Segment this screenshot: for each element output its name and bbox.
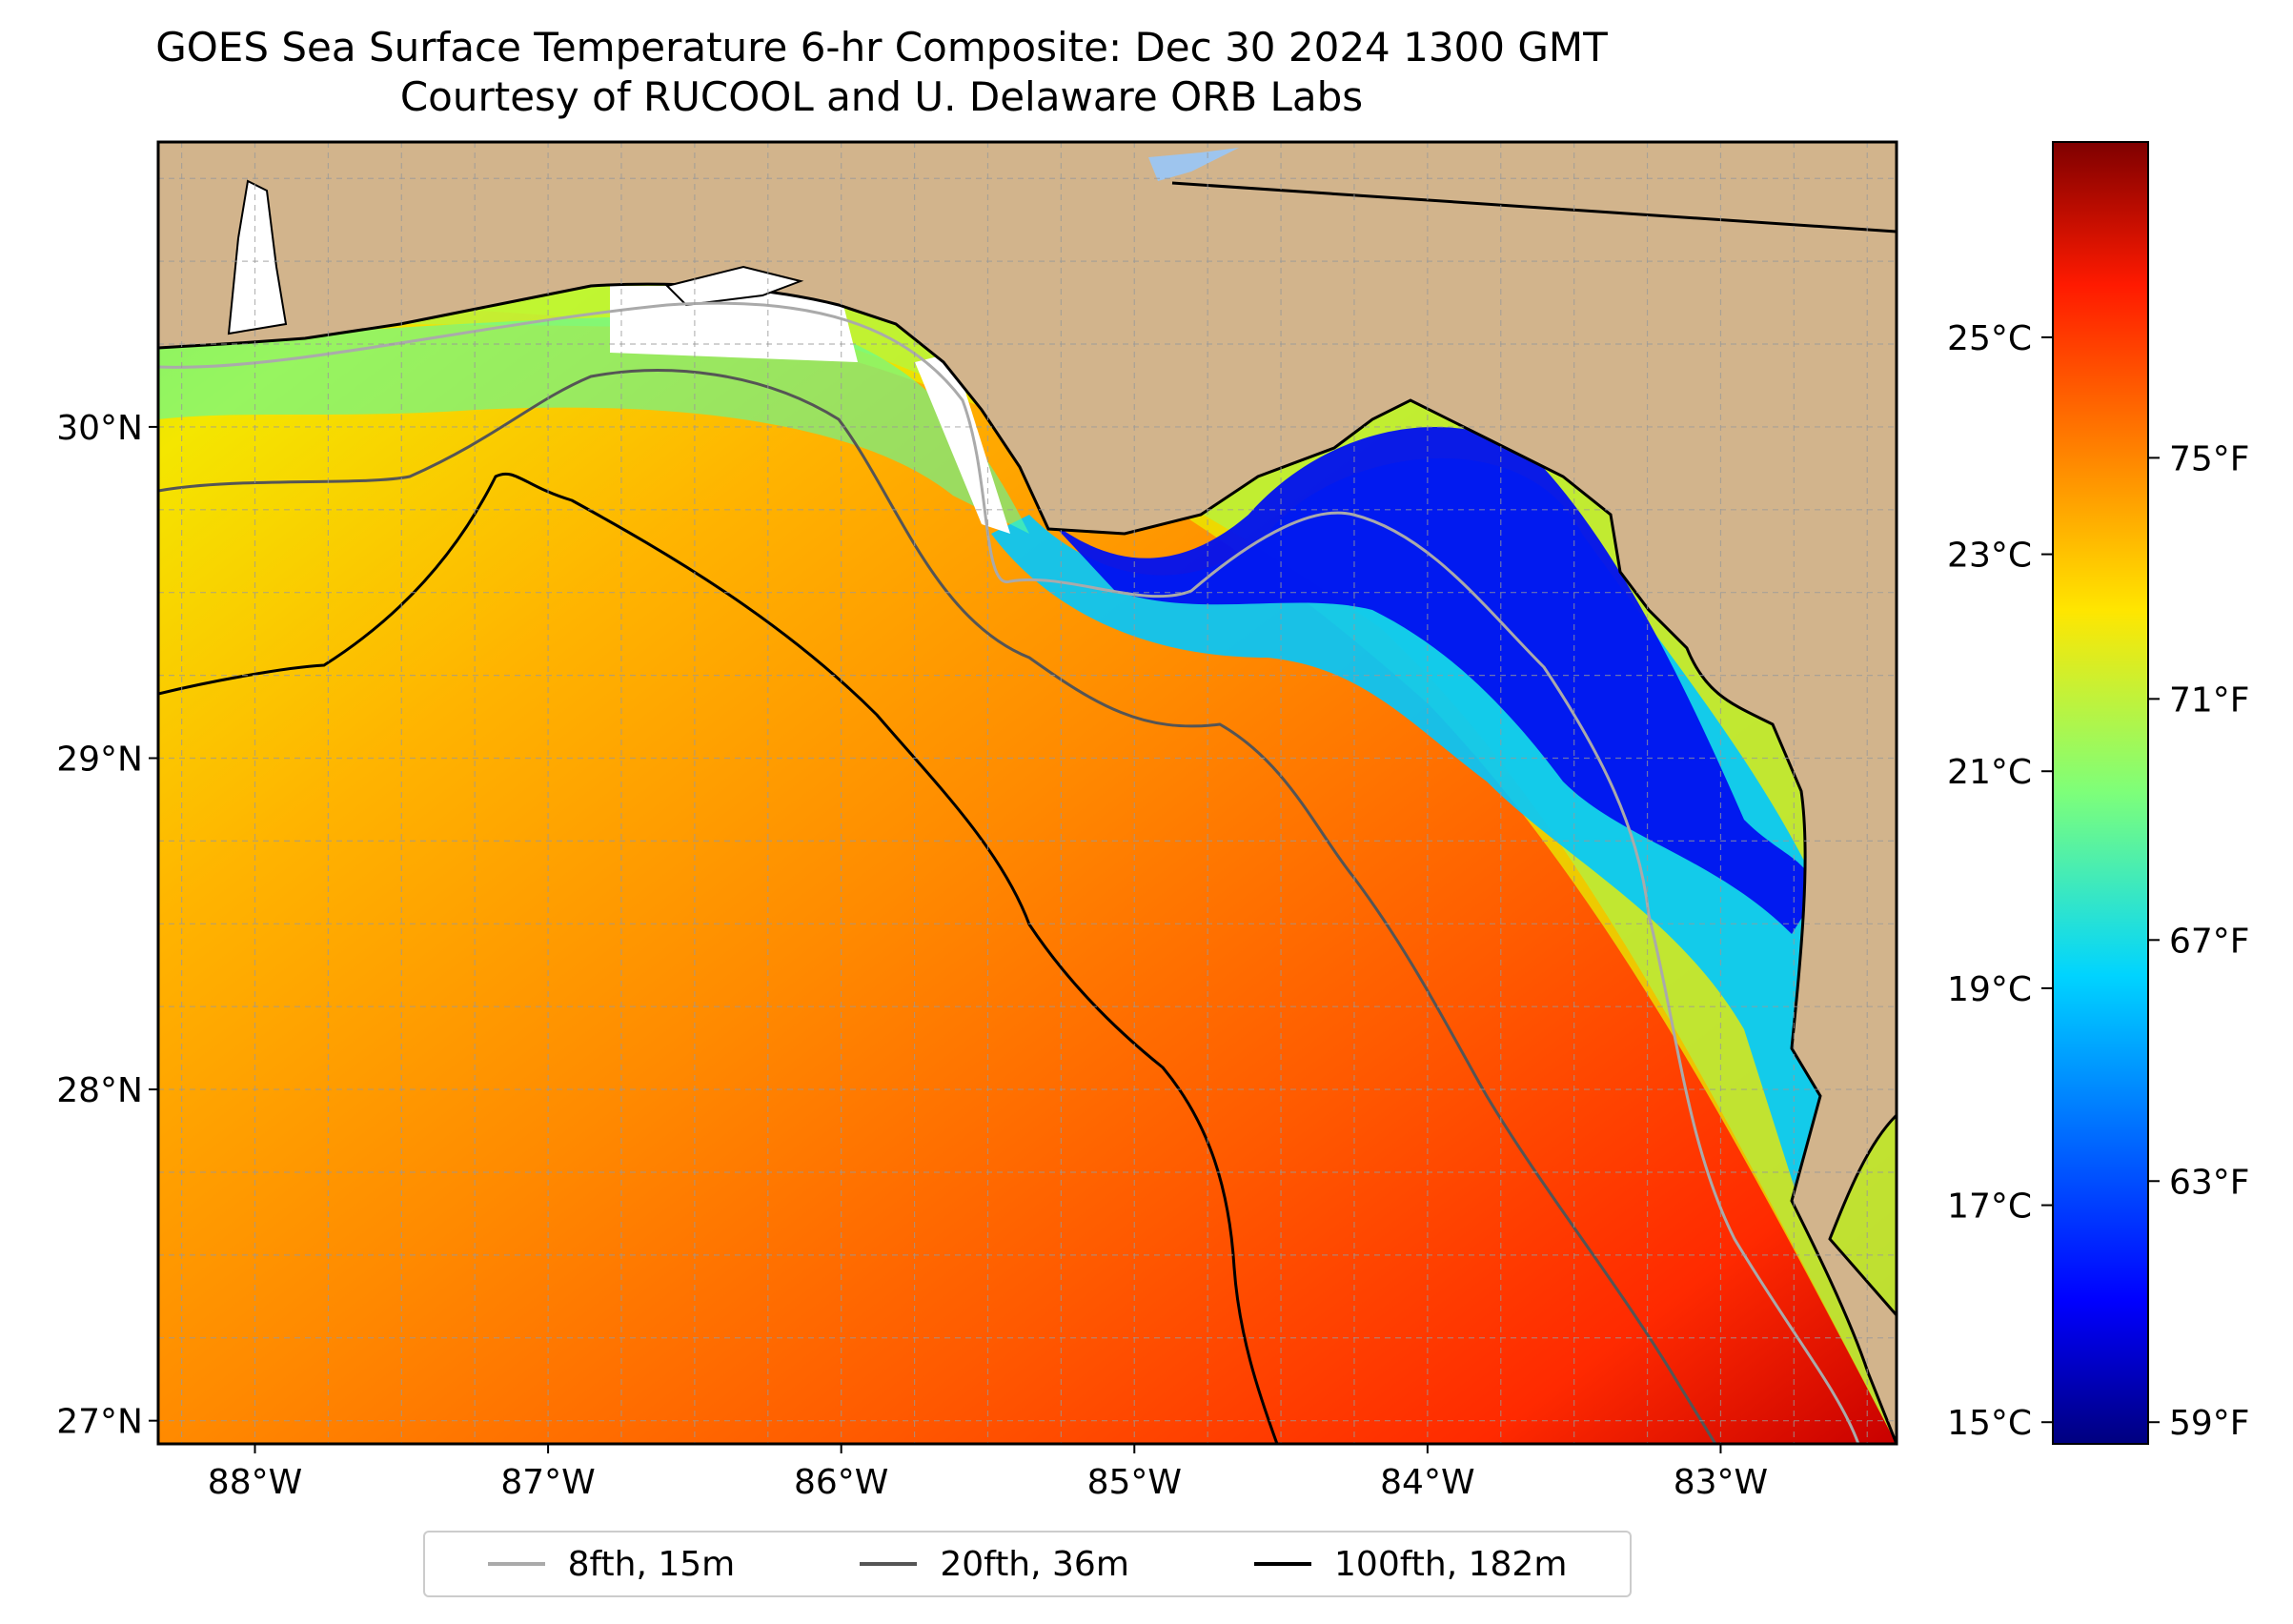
chart-title: GOES Sea Surface Temperature 6-hr Compos… (0, 23, 1763, 122)
mobile-bay (227, 179, 288, 335)
lon-tick-label: 84°W (1380, 1463, 1474, 1502)
cloud-gap-2 (915, 353, 1010, 534)
fahrenheit-tick-label: 67°F (2169, 922, 2250, 961)
legend-label-100fth: 100fth, 182m (1334, 1544, 1568, 1584)
legend-label-20fth: 20fth, 36m (940, 1544, 1129, 1584)
map-frame (156, 140, 1898, 1446)
legend-item-20fth: 20fth, 36m (860, 1545, 1129, 1584)
title-line-2: Courtesy of RUCOOL and U. Delaware ORB L… (399, 73, 1364, 120)
contour-8fth (158, 301, 1860, 1444)
legend-item-8fth: 8fth, 15m (487, 1544, 736, 1584)
lon-tick-label: 86°W (794, 1463, 888, 1502)
lon-tick-label: 88°W (208, 1463, 302, 1502)
contour-20fth (158, 369, 1717, 1444)
lat-tick-label: 28°N (56, 1071, 143, 1110)
colorbar-ticks: 15°C 17°C 19°C 21°C 23°C 25°C 59°F 63°F 67°F 71°F… (1947, 319, 2249, 1443)
fahrenheit-tick-label: 63°F (2169, 1163, 2250, 1202)
panhandle-nearshore-cyan (158, 315, 1029, 534)
legend-label-8fth: 8fth, 15m (567, 1544, 736, 1584)
celsius-tick-label: 21°C (1947, 753, 2032, 792)
legend-swatch-100fth (1254, 1562, 1312, 1566)
title-line-1: GOES Sea Surface Temperature 6-hr Compos… (155, 24, 1608, 71)
celsius-tick-label: 19°C (1947, 970, 2032, 1009)
celsius-tick-label: 23°C (1947, 537, 2032, 576)
contour-100fth (158, 472, 1279, 1444)
choctawhatchee-bay (665, 265, 804, 307)
lat-tick-label: 27°N (56, 1403, 143, 1442)
legend-swatch-20fth (860, 1562, 918, 1566)
lon-tick-label: 87°W (500, 1463, 595, 1502)
graticule (158, 142, 1897, 1444)
lat-tick-label: 29°N (56, 741, 143, 780)
colorbar-scale (2052, 141, 2149, 1445)
state-border (1171, 181, 1897, 233)
fahrenheit-tick-label: 59°F (2169, 1404, 2250, 1443)
lon-tick-label: 85°W (1087, 1463, 1182, 1502)
celsius-tick-label: 17°C (1947, 1188, 2032, 1227)
lon-tick-label: 83°W (1674, 1463, 1768, 1502)
celsius-tick-label: 15°C (1947, 1404, 2032, 1443)
legend-item-100fth: 100fth, 182m (1254, 1545, 1567, 1584)
fahrenheit-tick-label: 75°F (2169, 439, 2250, 478)
contour-legend: 8fth, 15m 20fth, 36m 100fth, 182m (423, 1531, 1632, 1597)
fahrenheit-tick-label: 71°F (2169, 680, 2250, 720)
map-axis-ticks: 27°N 28°N 29°N 30°N 88°W 87°W 86°W 85°W 84°W 83°W (56, 409, 1768, 1502)
lat-tick-label: 30°N (56, 409, 143, 448)
celsius-tick-label: 25°C (1947, 319, 2032, 358)
legend-swatch-8fth (487, 1562, 545, 1566)
lake-seminole (1148, 148, 1239, 181)
